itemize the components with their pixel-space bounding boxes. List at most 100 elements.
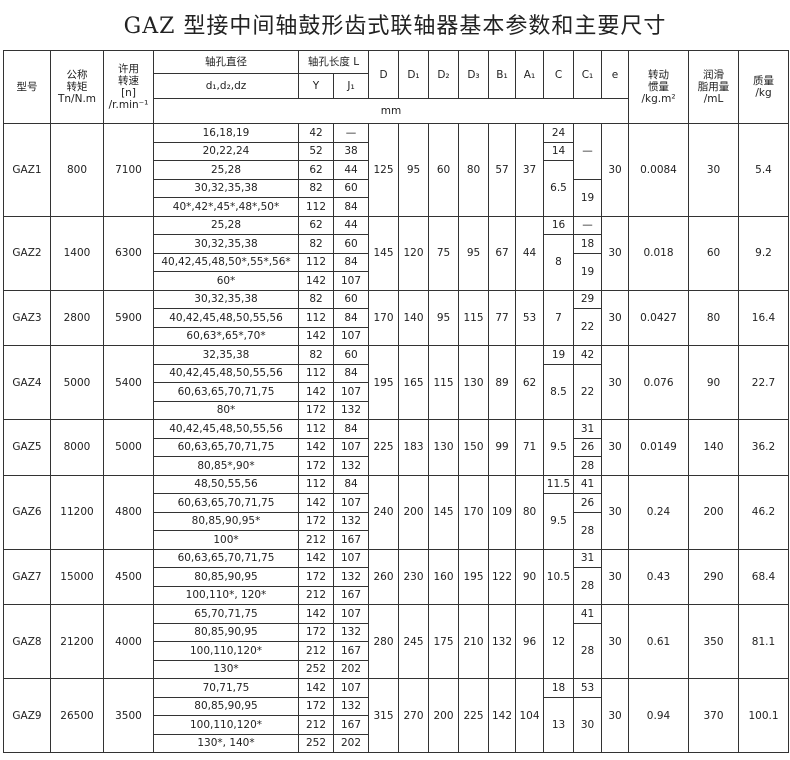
data-cell: 172	[298, 400, 334, 420]
data-cell: 172	[298, 622, 334, 642]
data-cell: 195	[458, 548, 489, 605]
data-cell: 212	[298, 585, 334, 605]
data-cell: 60,63,65,70,71,75	[153, 548, 299, 568]
data-cell: 16.4	[738, 289, 789, 346]
header-cell: e	[601, 50, 629, 99]
data-cell: 132	[333, 567, 369, 587]
header-cell: Y	[298, 73, 334, 99]
data-cell: 82	[298, 345, 334, 365]
data-cell: 202	[333, 733, 369, 753]
data-cell: 252	[298, 733, 334, 753]
header-cell: 润滑 脂用量/mL	[688, 50, 739, 124]
data-cell: 142	[298, 604, 334, 624]
table-row: 25,28 62 44 6.5	[4, 160, 789, 217]
data-cell: 142	[298, 271, 334, 291]
header-line: 质量	[753, 75, 774, 87]
data-cell: 70,71,75	[153, 678, 299, 698]
data-cell: 80,85,90,95*	[153, 511, 299, 531]
data-cell: 30	[601, 419, 629, 476]
header-line: Tn/N.m	[57, 93, 97, 105]
data-cell: 32,35,38	[153, 345, 299, 365]
data-cell: 145	[428, 474, 459, 550]
data-cell: 212	[298, 641, 334, 661]
data-cell: 41	[573, 474, 602, 494]
data-cell: 30	[601, 123, 629, 217]
data-cell: 62	[298, 160, 334, 180]
data-cell: 60	[333, 178, 369, 198]
data-cell: 30	[573, 696, 602, 753]
data-cell: 62	[515, 345, 544, 420]
table-row: mm	[4, 98, 789, 124]
data-cell: 30	[601, 215, 629, 291]
data-cell: 107	[333, 382, 369, 402]
data-cell: 0.0427	[628, 289, 689, 346]
data-cell: 67	[488, 215, 516, 291]
data-cell: 200	[688, 474, 739, 550]
data-cell: 212	[298, 715, 334, 735]
header-cell: D₃	[458, 50, 489, 99]
data-cell: 107	[333, 678, 369, 698]
data-cell: 40*,42*,45*,48*,50*	[153, 197, 299, 217]
table-row: 60,63,65,70,71,75 142 107 9.5 26	[4, 493, 789, 550]
data-cell: 112	[298, 197, 334, 217]
data-cell: 84	[333, 419, 369, 439]
data-cell: 3500	[103, 678, 154, 753]
header-line: /r.min⁻¹	[108, 99, 149, 111]
data-cell: 53	[515, 289, 544, 346]
data-cell: 104	[515, 678, 544, 753]
header-line: 转动	[648, 69, 669, 81]
data-cell: 30	[601, 289, 629, 346]
data-cell: 142	[298, 437, 334, 457]
data-cell: 82	[298, 178, 334, 198]
header-line: /mL	[703, 93, 724, 105]
data-cell: 132	[488, 604, 516, 679]
table-row: 60,63*,65*,70* 142 107	[4, 326, 789, 346]
data-cell: 142	[298, 493, 334, 513]
data-cell: 26	[573, 493, 602, 513]
data-cell: GAZ9	[3, 678, 51, 753]
data-cell: 11.5	[543, 474, 574, 494]
data-cell: 6.5	[543, 160, 574, 217]
header-cell: 轴孔直径	[153, 50, 299, 74]
header-cell: D₂	[428, 50, 459, 99]
data-cell: 60	[428, 123, 459, 217]
data-cell: GAZ6	[3, 474, 51, 550]
data-cell: 107	[333, 493, 369, 513]
header-line: 惯量	[648, 81, 669, 93]
data-cell: 145	[368, 215, 399, 291]
header-cell: 质量/kg	[738, 50, 789, 124]
data-cell: —	[573, 123, 602, 180]
data-cell: 22	[573, 308, 602, 346]
data-cell: 140	[688, 419, 739, 476]
data-cell: 8	[543, 234, 574, 291]
data-cell: 167	[333, 530, 369, 550]
header-cell: C₁	[573, 50, 602, 99]
data-cell: 84	[333, 197, 369, 217]
data-cell: 100,110*, 120*	[153, 585, 299, 605]
data-cell: 130	[458, 345, 489, 420]
header-line: [n]	[121, 87, 136, 99]
data-cell: 120	[398, 215, 429, 291]
data-cell: 44	[515, 215, 544, 291]
data-cell: 115	[428, 345, 459, 420]
data-cell: 84	[333, 363, 369, 383]
data-cell: 160	[428, 548, 459, 605]
table-row: 40*,42*,45*,48*,50* 112 84	[4, 197, 789, 217]
data-cell: 112	[298, 252, 334, 272]
data-cell: 8.5	[543, 363, 574, 420]
data-cell: 82	[298, 289, 334, 309]
data-cell: 82	[298, 234, 334, 254]
data-cell: 140	[398, 289, 429, 346]
data-cell: 30	[601, 678, 629, 753]
data-cell: 109	[488, 474, 516, 550]
data-cell: 165	[398, 345, 429, 420]
spec-table: 型号 公称 转矩 Tn/N.m 许用 转速 [n]/r.min⁻¹ 轴孔直径 轴孔长度 L D D₁…	[3, 50, 789, 753]
data-cell: 142	[298, 382, 334, 402]
data-cell: GAZ1	[3, 123, 51, 217]
data-cell: 172	[298, 456, 334, 476]
data-cell: 100.1	[738, 678, 789, 753]
data-cell: 90	[515, 548, 544, 605]
data-cell: 5000	[103, 419, 154, 476]
data-cell: 107	[333, 437, 369, 457]
data-cell: 280	[368, 604, 399, 679]
